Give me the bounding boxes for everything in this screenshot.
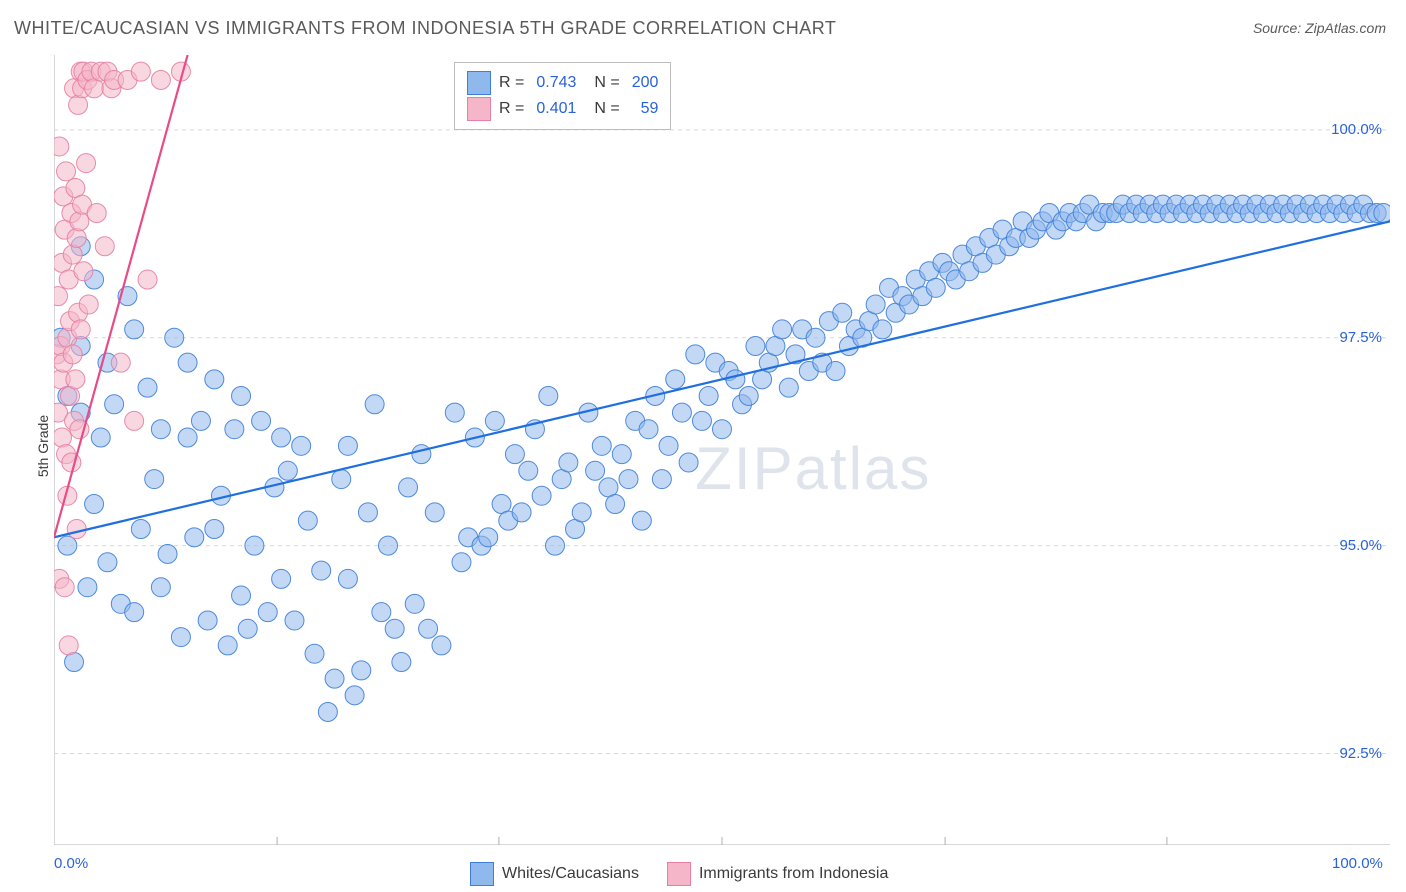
source-attribution: Source: ZipAtlas.com (1253, 20, 1386, 36)
legend-bottom-item: Whites/Caucasians (470, 862, 639, 886)
legend-bottom: Whites/Caucasians Immigrants from Indones… (470, 862, 888, 886)
legend-r-label: R = (499, 100, 524, 118)
x-tick-label: 100.0% (1332, 855, 1383, 872)
legend-n-value: 59 (632, 100, 659, 118)
legend-series-label: Whites/Caucasians (502, 865, 639, 883)
legend-n-value: 200 (632, 74, 659, 92)
y-axis-label: 5th Grade (35, 415, 51, 477)
legend-swatch (467, 71, 491, 95)
x-tick-label: 0.0% (54, 855, 88, 872)
plot-area (54, 55, 1390, 845)
y-tick-label: 95.0% (1339, 537, 1382, 554)
legend-r-value: 0.401 (536, 100, 576, 118)
legend-bottom-item: Immigrants from Indonesia (667, 862, 888, 886)
legend-swatch (667, 862, 691, 886)
legend-swatch (467, 97, 491, 121)
legend-r-value: 0.743 (536, 74, 576, 92)
legend-n-label: N = (594, 100, 619, 118)
chart-title: WHITE/CAUCASIAN VS IMMIGRANTS FROM INDON… (14, 18, 836, 39)
legend-r-label: R = (499, 74, 524, 92)
y-tick-label: 97.5% (1339, 329, 1382, 346)
legend-swatch (470, 862, 494, 886)
chart-svg (54, 55, 1390, 845)
legend-top-row: R = 0.743 N = 200 (467, 71, 658, 95)
legend-top-box: R = 0.743 N = 200 R = 0.401 N = 59 (454, 62, 671, 130)
legend-n-label: N = (594, 74, 619, 92)
y-tick-label: 100.0% (1331, 121, 1382, 138)
y-tick-label: 92.5% (1339, 745, 1382, 762)
legend-top-row: R = 0.401 N = 59 (467, 97, 658, 121)
legend-series-label: Immigrants from Indonesia (699, 865, 888, 883)
